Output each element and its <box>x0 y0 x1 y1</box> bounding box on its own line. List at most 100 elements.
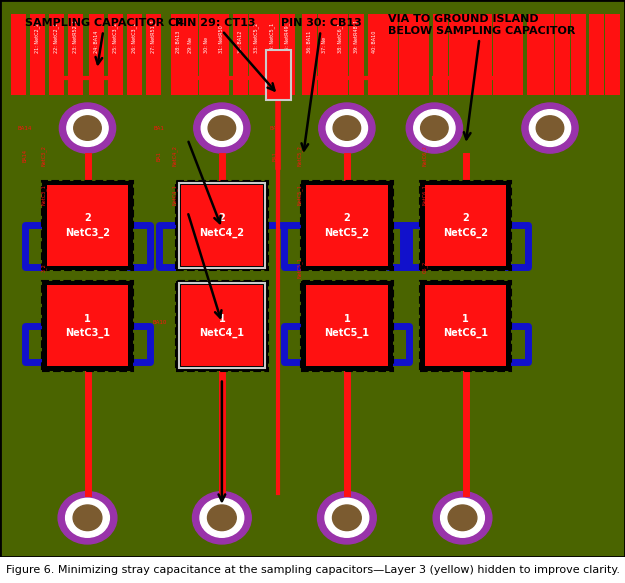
Bar <box>264 14 279 94</box>
Text: 1
NetC3_1: 1 NetC3_1 <box>65 314 110 338</box>
Bar <box>477 14 492 94</box>
Bar <box>171 14 186 94</box>
Bar <box>399 14 414 94</box>
Text: NetC3_2: NetC3_2 <box>41 145 47 166</box>
Circle shape <box>194 103 250 153</box>
Circle shape <box>332 505 361 531</box>
Circle shape <box>536 116 564 141</box>
Text: BA10: BA10 <box>152 321 166 325</box>
Bar <box>589 14 604 94</box>
Text: NetC5_1: NetC5_1 <box>297 184 303 205</box>
Bar <box>68 14 82 94</box>
Bar <box>280 14 295 94</box>
Circle shape <box>319 103 375 153</box>
Text: 40: BA10: 40: BA10 <box>372 30 378 53</box>
Text: NetC5: NetC5 <box>344 405 349 420</box>
Bar <box>333 14 348 94</box>
Bar <box>214 14 229 94</box>
Text: 1
NetC6_1: 1 NetC6_1 <box>443 314 488 338</box>
Text: NetC6_2: NetC6_2 <box>422 145 428 166</box>
Text: C6_2: C6_2 <box>422 261 428 273</box>
Text: BA14: BA14 <box>18 125 32 131</box>
Bar <box>181 285 262 366</box>
Text: NetC6: NetC6 <box>463 405 468 420</box>
Text: 25: NetC3_2: 25: NetC3_2 <box>112 23 119 53</box>
Bar <box>492 14 508 94</box>
Circle shape <box>326 110 367 146</box>
Circle shape <box>74 116 101 141</box>
Text: 1
NetC4_1: 1 NetC4_1 <box>199 314 244 338</box>
Bar <box>368 14 382 94</box>
Text: BA1: BA1 <box>157 151 162 161</box>
Circle shape <box>414 110 455 146</box>
Bar <box>42 181 133 271</box>
Circle shape <box>406 103 462 153</box>
Bar <box>464 14 479 94</box>
Bar <box>199 14 214 94</box>
Circle shape <box>522 103 578 153</box>
Bar <box>179 183 265 268</box>
Bar <box>306 185 388 266</box>
Text: 35: NetR49_1: 35: NetR49_1 <box>284 20 291 53</box>
Text: NetC4: NetC4 <box>219 405 224 420</box>
Circle shape <box>441 498 484 538</box>
Text: 38: NetC6_1: 38: NetC6_1 <box>338 23 344 53</box>
Text: BA1: BA1 <box>272 151 278 161</box>
Circle shape <box>318 491 376 544</box>
Text: 30: Ne: 30: Ne <box>204 37 209 53</box>
Circle shape <box>333 116 361 141</box>
Text: 23: NetR52_1: 23: NetR52_1 <box>72 19 78 53</box>
Bar <box>30 14 45 94</box>
Circle shape <box>59 103 116 153</box>
Text: 33: NetC5_2: 33: NetC5_2 <box>253 23 259 53</box>
Bar <box>179 283 265 368</box>
Text: 37: Ne: 37: Ne <box>322 37 328 53</box>
Text: SAMPLING CAPACITOR C4: SAMPLING CAPACITOR C4 <box>25 18 184 64</box>
Bar <box>527 14 542 94</box>
Text: VIA TO GROUND ISLAND
BELOW SAMPLING CAPACITOR: VIA TO GROUND ISLAND BELOW SAMPLING CAPA… <box>388 14 575 139</box>
Bar <box>449 14 464 94</box>
Bar <box>425 285 506 366</box>
Bar <box>89 14 104 94</box>
Circle shape <box>529 110 571 146</box>
Text: NetC4_2: NetC4_2 <box>172 145 178 166</box>
Bar <box>47 185 128 266</box>
Bar <box>266 50 291 100</box>
Bar <box>176 181 268 271</box>
Bar <box>302 14 317 94</box>
Text: Figure 6. Minimizing stray capacitance at the sampling capacitors—Layer 3 (yello: Figure 6. Minimizing stray capacitance a… <box>6 565 619 575</box>
Bar <box>555 14 570 94</box>
Bar <box>301 281 392 371</box>
Circle shape <box>201 110 242 146</box>
Text: 27: NetR51_1: 27: NetR51_1 <box>150 19 156 53</box>
Text: NetC3: NetC3 <box>85 405 90 420</box>
Text: 28: BA13: 28: BA13 <box>176 30 181 53</box>
Bar <box>42 281 133 371</box>
Circle shape <box>58 491 117 544</box>
Text: 39: NetR48_1: 39: NetR48_1 <box>353 20 359 53</box>
Circle shape <box>325 498 369 538</box>
Bar <box>605 14 620 94</box>
Bar <box>108 14 123 94</box>
Text: PIN 30: CB13: PIN 30: CB13 <box>281 18 362 150</box>
Text: 32: BA12: 32: BA12 <box>238 30 243 53</box>
Bar <box>383 14 398 94</box>
Bar <box>571 14 586 94</box>
Bar <box>181 185 262 266</box>
Circle shape <box>421 116 448 141</box>
Bar <box>301 181 392 271</box>
Bar <box>176 281 268 371</box>
Bar <box>49 14 64 94</box>
Bar <box>420 281 511 371</box>
Bar <box>11 14 26 94</box>
Circle shape <box>200 498 244 538</box>
Text: 34: NetC5_1: 34: NetC5_1 <box>269 23 275 53</box>
Text: 29: Ne: 29: Ne <box>188 37 193 53</box>
Bar <box>539 14 554 94</box>
Circle shape <box>192 491 251 544</box>
Text: 1
NetC5_1: 1 NetC5_1 <box>324 314 369 338</box>
Circle shape <box>66 498 109 538</box>
Text: 26: NetC3_1: 26: NetC3_1 <box>131 23 138 53</box>
Text: NetC6_1: NetC6_1 <box>422 184 428 205</box>
Bar <box>425 185 506 266</box>
